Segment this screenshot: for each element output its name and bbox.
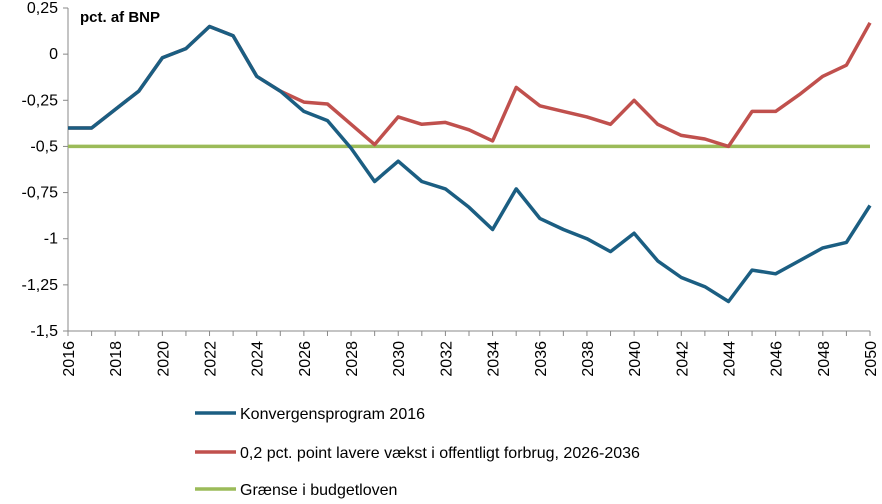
x-tick-label: 2028 <box>344 341 361 377</box>
x-tick-label: 2046 <box>769 341 786 377</box>
x-tick-label: 2038 <box>580 341 597 377</box>
x-tick-label: 2024 <box>250 341 267 377</box>
y-tick-label: -1 <box>44 231 58 248</box>
x-tick-label: 2034 <box>486 341 503 377</box>
x-tick-label: 2036 <box>533 341 550 377</box>
x-tick-label: 2026 <box>297 341 314 377</box>
x-tick-label: 2032 <box>438 341 455 377</box>
y-tick-label: 0 <box>49 46 58 63</box>
y-tick-label: -0,25 <box>22 92 59 109</box>
x-tick-label: 2020 <box>155 341 172 377</box>
series-lines <box>68 21 872 304</box>
y-tick-label: 0,25 <box>27 0 58 17</box>
labels: pct. af BNP <box>80 9 160 26</box>
y-tick-label: -1,5 <box>30 323 58 340</box>
x-tick-label: 2022 <box>203 341 220 377</box>
x-tick-label: 2044 <box>721 341 738 377</box>
legend-label: 0,2 pct. point lavere vækst i offentligt… <box>240 445 640 462</box>
y-tick-label: -0,5 <box>30 138 58 155</box>
x-tick-label: 2042 <box>674 341 691 377</box>
x-tick-label: 2048 <box>816 341 833 377</box>
y-unit-label: pct. af BNP <box>80 9 160 26</box>
legend-label: Grænse i budgetloven <box>240 482 397 499</box>
x-tick-label: 2040 <box>627 341 644 377</box>
series-line-2 <box>68 21 872 149</box>
x-tick-label: 2030 <box>391 341 408 377</box>
y-tick-label: -0,75 <box>22 185 59 202</box>
x-tick-label: 2016 <box>61 341 78 377</box>
x-tick-label: 2050 <box>863 341 880 377</box>
series-line-1 <box>68 24 872 304</box>
legend-label: Konvergensprogram 2016 <box>240 406 425 423</box>
legend: Konvergensprogram 2016 0,2 pct. point lav… <box>195 406 640 499</box>
y-tick-label: -1,25 <box>22 277 59 294</box>
x-tick-label: 2018 <box>108 341 125 377</box>
